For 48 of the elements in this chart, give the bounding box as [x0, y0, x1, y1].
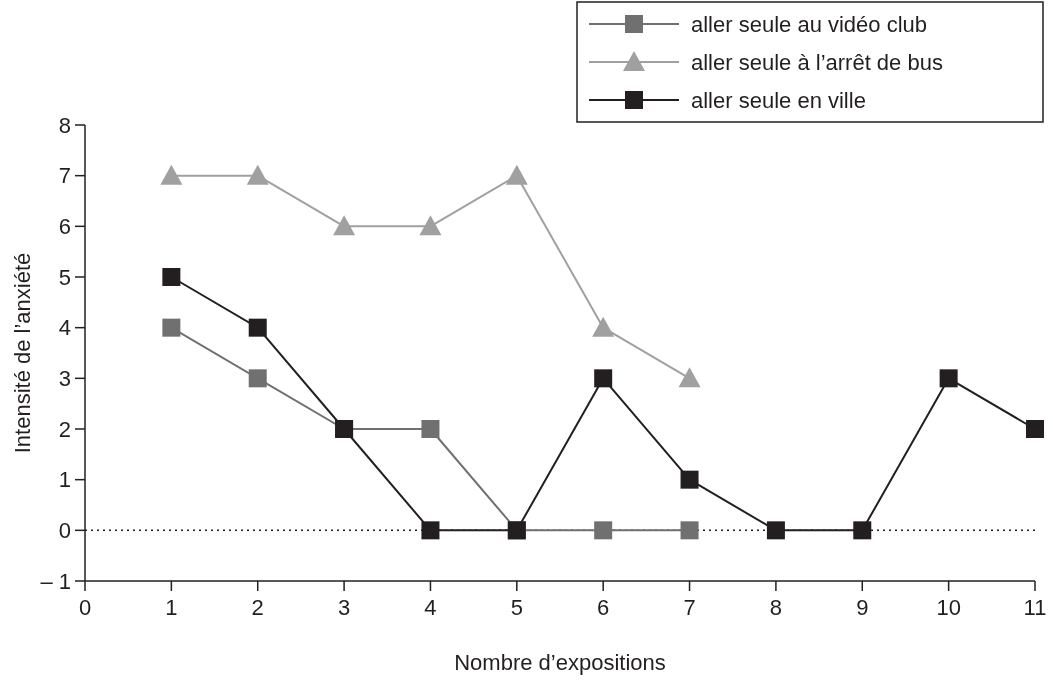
point: [333, 215, 356, 236]
point: [766, 521, 785, 540]
y-tick-label: 4: [58, 315, 71, 341]
point: [680, 470, 699, 489]
x-tick-label: 1: [165, 595, 178, 620]
point: [162, 318, 181, 337]
y-tick-label: 2: [58, 416, 71, 442]
point: [248, 369, 267, 388]
point: [421, 521, 440, 540]
legend-label: aller seule à l’arrêt de bus: [691, 49, 943, 75]
x-tick-label: 6: [597, 595, 610, 620]
y-tick-label: – 1: [40, 568, 71, 594]
point: [594, 369, 613, 388]
x-tick-label: 7: [683, 595, 696, 620]
y-tick-label: 1: [58, 467, 71, 493]
point: [419, 215, 442, 236]
point: [939, 369, 958, 388]
x-tick-label: 9: [856, 595, 869, 620]
x-tick-label: 0: [78, 595, 92, 620]
y-tick-label: 8: [58, 112, 71, 138]
point: [680, 521, 699, 540]
x-tick-label: 3: [337, 595, 351, 620]
legend-label: aller seule en ville: [691, 87, 866, 113]
point: [246, 164, 269, 185]
legend-label: aller seule au vidéo club: [691, 11, 928, 37]
point: [853, 521, 872, 540]
point: [505, 164, 528, 185]
point: [421, 420, 440, 438]
y-tick-label: 0: [58, 518, 71, 544]
y-tick-label: 6: [58, 214, 71, 240]
point: [678, 367, 701, 388]
x-tick-label: 4: [424, 595, 437, 620]
point: [592, 316, 615, 337]
point: [160, 164, 183, 185]
x-tick-label: 2: [251, 595, 264, 620]
y-tick-label: 5: [58, 264, 71, 290]
y-tick-label: 3: [58, 366, 71, 392]
point: [594, 521, 613, 540]
x-tick-label: 10: [936, 595, 961, 620]
point: [1026, 420, 1044, 438]
x-tick-label: 5: [510, 595, 523, 620]
point: [162, 268, 181, 286]
y-tick-label: 7: [58, 163, 71, 189]
point: [248, 318, 267, 337]
x-tick-label: 8: [769, 595, 783, 620]
y-axis-title: Intensité de l’anxiété: [10, 252, 35, 454]
x-axis-title: Nombre d’expositions: [454, 650, 666, 675]
x-tick-label: 11: [1023, 595, 1047, 620]
